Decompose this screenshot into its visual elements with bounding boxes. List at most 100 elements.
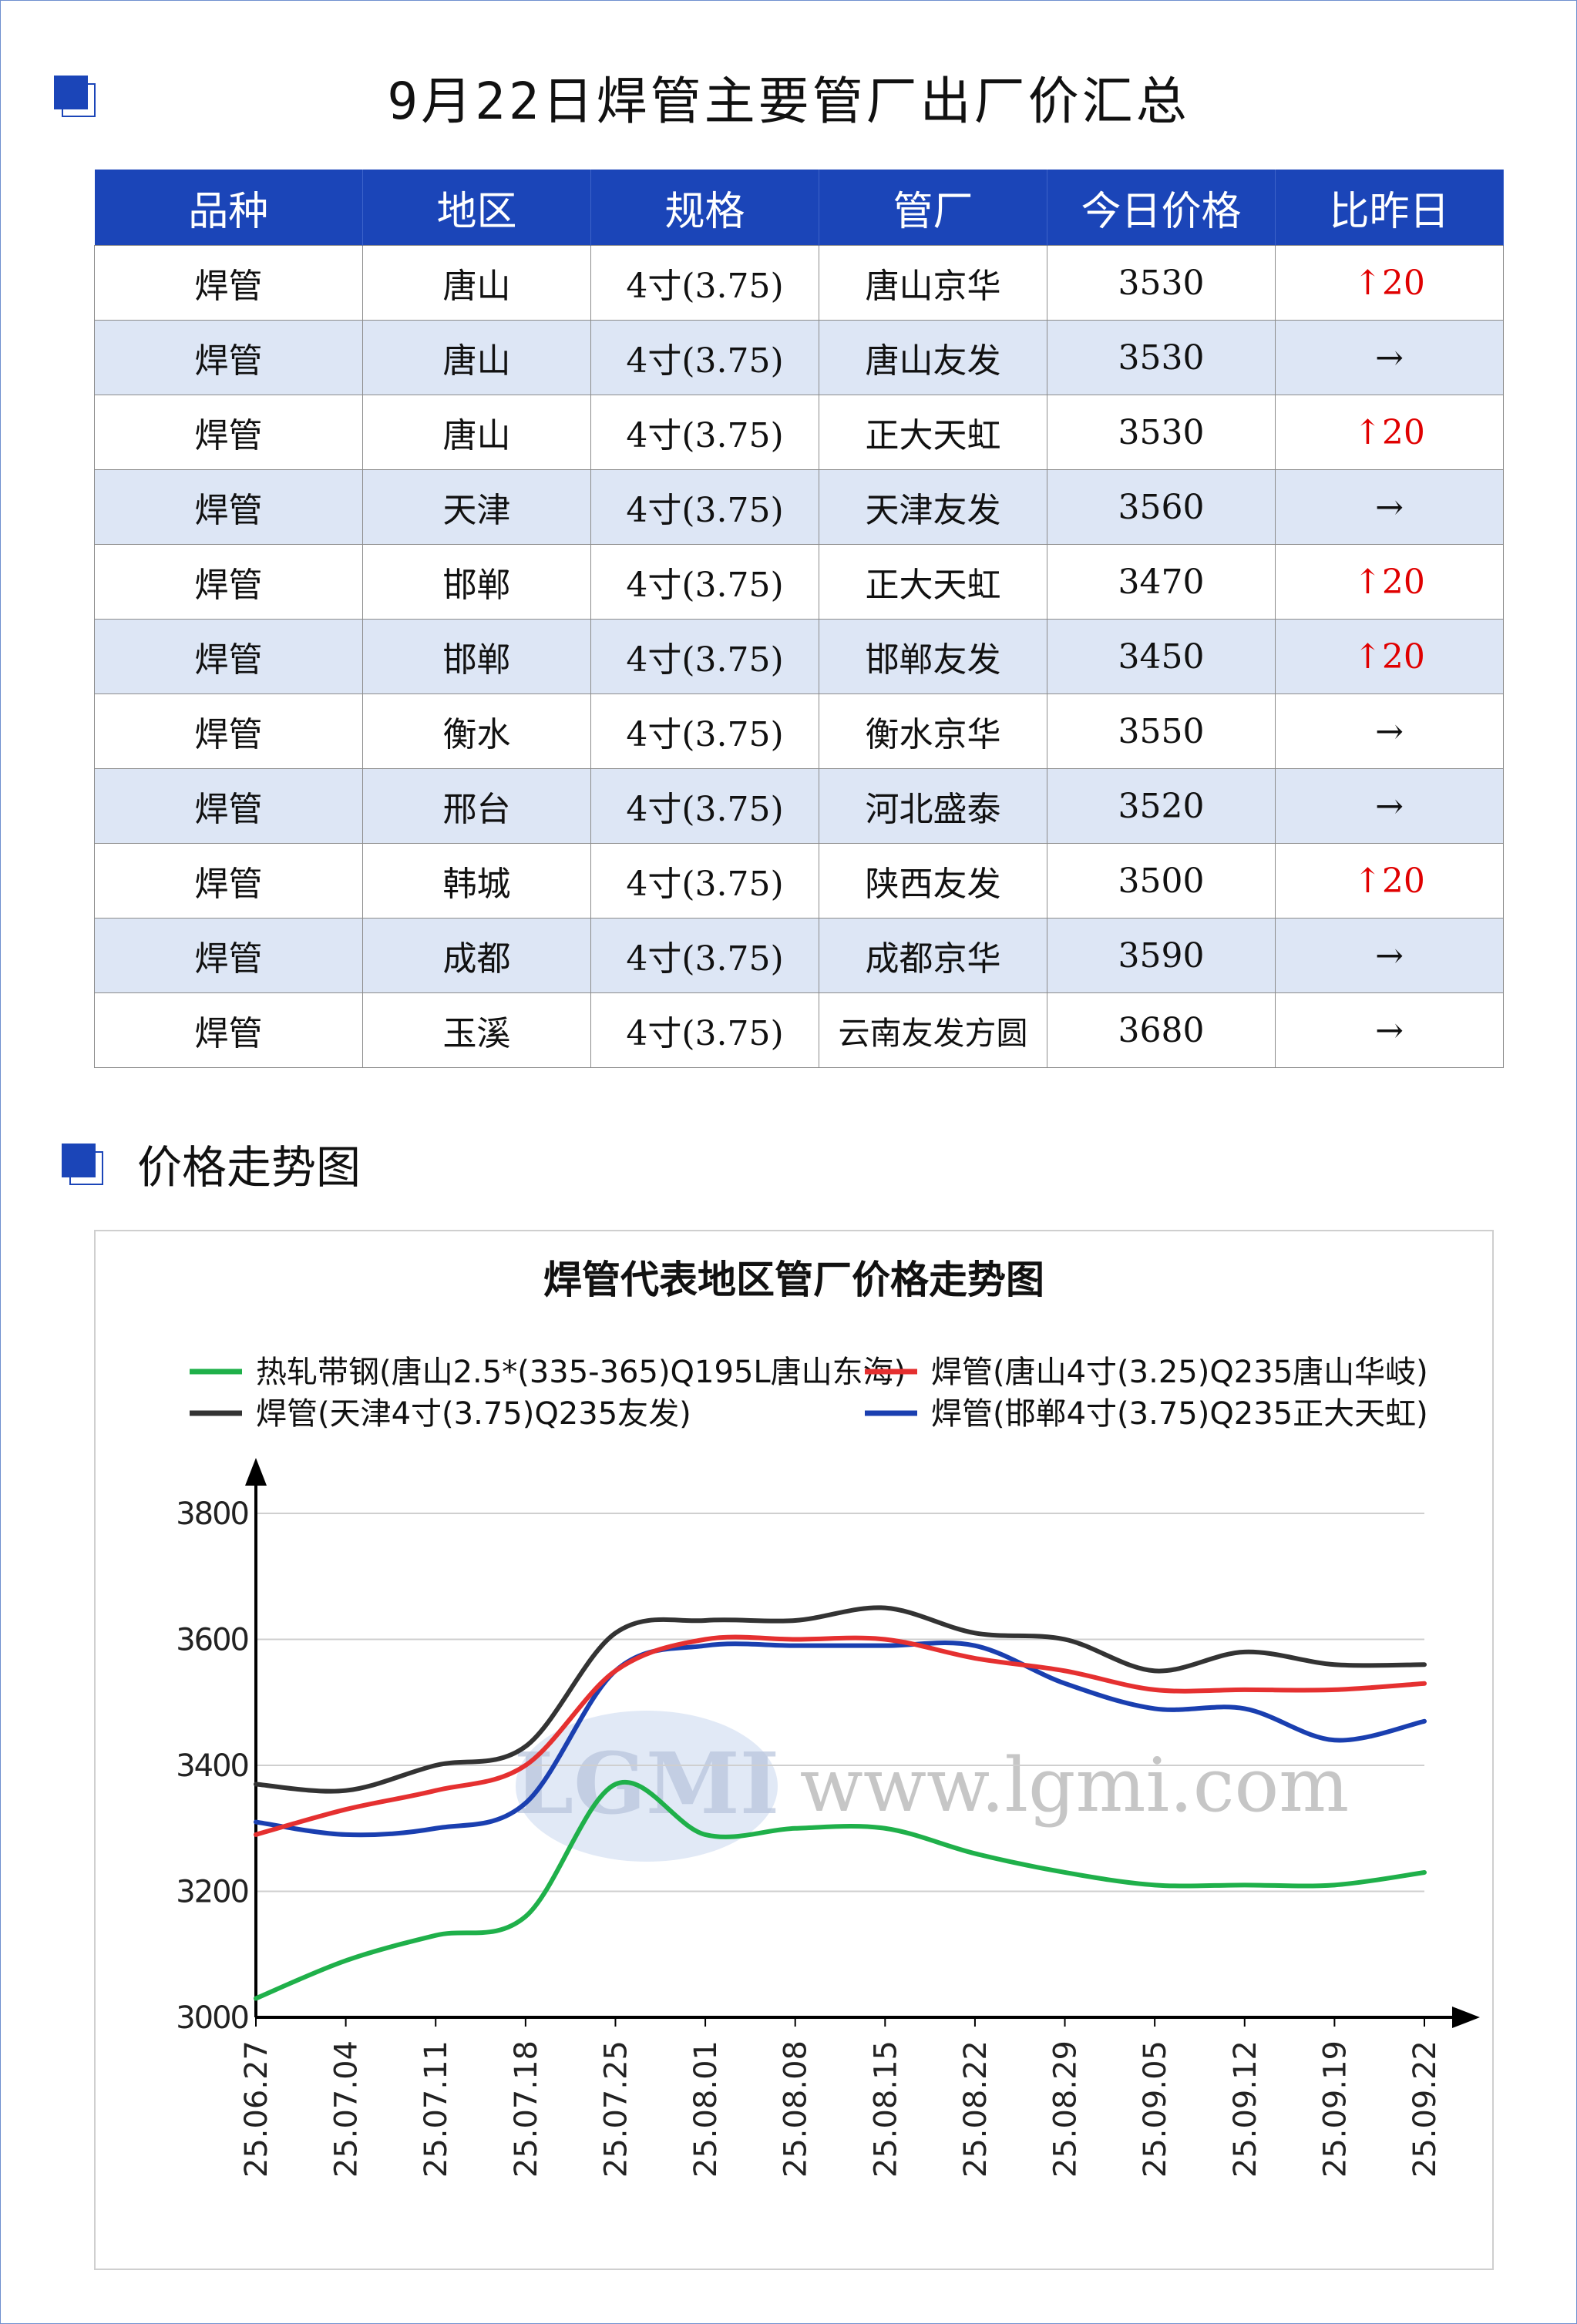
y-axis-arrow — [245, 1458, 267, 1486]
column-header: 比昨日 — [1275, 170, 1504, 246]
table-row: 焊管 天津 4寸(3.75) 天津友发 3560 → — [94, 469, 1504, 545]
change-cell: → — [1275, 992, 1504, 1068]
region-cell: 唐山 — [362, 245, 591, 321]
x-tick-label: 25.08.08 — [778, 2040, 814, 2178]
series-line-1 — [254, 1634, 1427, 1837]
section-title: 价格走势图 — [137, 1141, 361, 1194]
variety-cell: 焊管 — [94, 469, 363, 545]
x-tick-label: 25.06.27 — [239, 2040, 274, 2178]
table-row: 焊管 衡水 4寸(3.75) 衡水京华 3550 → — [94, 694, 1504, 769]
change-cell: → — [1275, 918, 1504, 993]
x-tick-label: 25.07.11 — [419, 2040, 454, 2178]
column-header: 品种 — [94, 170, 363, 246]
variety-cell: 焊管 — [94, 619, 363, 694]
legend-entry: 焊管(唐山4寸(3.25)Q235唐山华岐) — [931, 1355, 1428, 1390]
series-line-3 — [254, 1641, 1427, 1838]
watermark-url: www.lgmi.com — [800, 1742, 1350, 1829]
mill-cell: 成都京华 — [819, 918, 1047, 993]
variety-cell: 焊管 — [94, 245, 363, 321]
section-square-icon — [62, 1144, 103, 1185]
variety-cell: 焊管 — [94, 544, 363, 620]
mill-cell: 邯郸友发 — [819, 619, 1047, 694]
x-tick-label: 25.08.01 — [688, 2040, 724, 2178]
price-cell: 3680 — [1047, 992, 1276, 1068]
spec-cell: 4寸(3.75) — [590, 992, 819, 1068]
spec-cell: 4寸(3.75) — [590, 619, 819, 694]
mill-cell: 河北盛泰 — [819, 768, 1047, 844]
y-tick-label: 3200 — [176, 1875, 248, 1910]
series-line-2 — [254, 1605, 1427, 1794]
table-row: 焊管 韩城 4寸(3.75) 陕西友发 3500 ↑20 — [94, 843, 1504, 919]
mill-cell: 云南友发方圆 — [819, 992, 1047, 1068]
price-cell: 3530 — [1047, 395, 1276, 470]
change-cell: ↑20 — [1275, 395, 1504, 470]
region-cell: 玉溪 — [362, 992, 591, 1068]
series-line-0 — [254, 1779, 1427, 2001]
x-tick-label: 25.08.15 — [868, 2040, 903, 2178]
x-tick-label: 25.07.18 — [509, 2040, 544, 2178]
table-row: 焊管 玉溪 4寸(3.75) 云南友发方圆 3680 → — [94, 992, 1504, 1068]
spec-cell: 4寸(3.75) — [590, 469, 819, 545]
change-cell: → — [1275, 694, 1504, 769]
region-cell: 成都 — [362, 918, 591, 993]
column-header: 今日价格 — [1047, 170, 1276, 246]
region-cell: 天津 — [362, 469, 591, 545]
price-cell: 3590 — [1047, 918, 1276, 993]
price-cell: 3530 — [1047, 245, 1276, 321]
table-row: 焊管 唐山 4寸(3.75) 唐山京华 3530 ↑20 — [94, 245, 1504, 321]
spec-cell: 4寸(3.75) — [590, 843, 819, 919]
price-cell: 3450 — [1047, 619, 1276, 694]
variety-cell: 焊管 — [94, 918, 363, 993]
legend-entry: 焊管(邯郸4寸(3.75)Q235正大天虹) — [931, 1396, 1428, 1432]
price-trend-chart: 焊管代表地区管厂价格走势图热轧带钢(唐山2.5*(335-365)Q195L唐山… — [176, 1258, 1480, 2178]
spec-cell: 4寸(3.75) — [590, 320, 819, 395]
x-tick-label: 25.07.25 — [598, 2040, 634, 2178]
table-row: 焊管 邯郸 4寸(3.75) 正大天虹 3470 ↑20 — [94, 544, 1504, 620]
legend-entry: 热轧带钢(唐山2.5*(335-365)Q195L唐山东海) — [256, 1355, 906, 1390]
region-cell: 唐山 — [362, 320, 591, 395]
region-cell: 韩城 — [362, 843, 591, 919]
mill-cell: 唐山友发 — [819, 320, 1047, 395]
table-row: 焊管 唐山 4寸(3.75) 正大天虹 3530 ↑20 — [94, 395, 1504, 470]
legend-entry: 焊管(天津4寸(3.75)Q235友发) — [256, 1396, 691, 1432]
spec-cell: 4寸(3.75) — [590, 918, 819, 993]
spec-cell: 4寸(3.75) — [590, 694, 819, 769]
change-cell: ↑20 — [1275, 619, 1504, 694]
region-cell: 邯郸 — [362, 619, 591, 694]
variety-cell: 焊管 — [94, 694, 363, 769]
mill-cell: 陕西友发 — [819, 843, 1047, 919]
table-row: 焊管 邢台 4寸(3.75) 河北盛泰 3520 → — [94, 768, 1504, 844]
x-tick-label: 25.09.19 — [1317, 2040, 1353, 2178]
change-cell: ↑20 — [1275, 544, 1504, 620]
region-cell: 邢台 — [362, 768, 591, 844]
price-cell: 3520 — [1047, 768, 1276, 844]
y-tick-label: 3400 — [176, 1748, 248, 1784]
x-tick-label: 25.09.22 — [1407, 2040, 1443, 2178]
table-row: 焊管 唐山 4寸(3.75) 唐山友发 3530 → — [94, 320, 1504, 395]
table-row: 焊管 成都 4寸(3.75) 成都京华 3590 → — [94, 918, 1504, 993]
variety-cell: 焊管 — [94, 843, 363, 919]
variety-cell: 焊管 — [94, 395, 363, 470]
mill-cell: 正大天虹 — [819, 544, 1047, 620]
chart-container: 焊管代表地区管厂价格走势图热轧带钢(唐山2.5*(335-365)Q195L唐山… — [94, 1230, 1494, 2270]
x-tick-label: 25.09.05 — [1138, 2040, 1173, 2178]
column-header: 管厂 — [819, 170, 1047, 246]
y-tick-label: 3800 — [176, 1496, 248, 1532]
price-cell: 3470 — [1047, 544, 1276, 620]
spec-cell: 4寸(3.75) — [590, 395, 819, 470]
chart-title: 焊管代表地区管厂价格走势图 — [543, 1258, 1044, 1302]
change-cell: → — [1275, 469, 1504, 545]
change-cell: ↑20 — [1275, 843, 1504, 919]
table-row: 焊管 邯郸 4寸(3.75) 邯郸友发 3450 ↑20 — [94, 619, 1504, 694]
price-cell: 3500 — [1047, 843, 1276, 919]
price-cell: 3550 — [1047, 694, 1276, 769]
change-cell: → — [1275, 768, 1504, 844]
mill-cell: 正大天虹 — [819, 395, 1047, 470]
mill-cell: 唐山京华 — [819, 245, 1047, 321]
mill-cell: 天津友发 — [819, 469, 1047, 545]
x-tick-label: 25.09.12 — [1228, 2040, 1263, 2178]
change-cell: → — [1275, 320, 1504, 395]
variety-cell: 焊管 — [94, 992, 363, 1068]
x-axis-arrow — [1452, 2007, 1480, 2028]
price-table: 品种 地区 规格 管厂 今日价格 比昨日 焊管 唐山 4寸(3.75) 唐山京华 353… — [94, 170, 1504, 1068]
